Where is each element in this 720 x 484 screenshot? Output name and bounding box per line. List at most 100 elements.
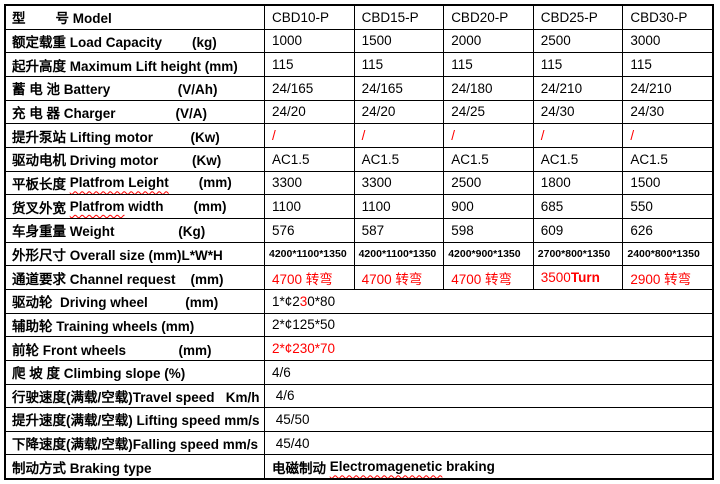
text-segment: 24/165 — [272, 80, 314, 96]
text-segment: AC1.5 — [451, 151, 489, 167]
text-segment: 充 电 器 Charger (V/A) — [12, 105, 208, 121]
spec-value-overall-size-col0: 4200*1100*1350 — [265, 242, 355, 266]
spec-value-battery-col4: 24/210 — [623, 77, 712, 100]
spec-value-model-col2: CBD20-P — [444, 6, 534, 29]
spec-value-driving-wheel-col0: 1*¢2 3 0*80 — [265, 290, 712, 313]
text-segment: 598 — [451, 222, 474, 238]
text-segment: CBD10-P — [272, 9, 330, 25]
spec-value-weight-col2: 598 — [444, 218, 534, 242]
text-segment: width (mm) — [124, 199, 227, 215]
text-segment: 2*¢125*50 — [272, 317, 336, 333]
text-segment: 115 — [451, 57, 473, 73]
text-segment: 24/210 — [540, 80, 583, 96]
spec-value-driving-motor-col0: AC1.5 — [265, 147, 355, 171]
spec-value-channel-request-col1: 4700 转弯 — [355, 266, 445, 289]
text-segment: 2500 — [451, 175, 482, 191]
spec-value-charger-col0: 24/20 — [265, 100, 355, 124]
text-segment: 550 — [630, 199, 653, 215]
spec-value-lifting-motor-col2: / — [444, 124, 534, 147]
text-segment: 型 号 Model — [12, 11, 112, 27]
spec-value-platform-length-col2: 2500 — [444, 171, 534, 195]
spec-value-braking-type-col0: 电磁制动 Electromagenetic braking — [265, 455, 712, 478]
spec-value-front-wheels-col0: 2*¢230*70 — [265, 337, 712, 360]
spec-value-lifting-motor-col3: / — [534, 124, 624, 147]
text-segment: Turn — [570, 270, 600, 286]
table-row-load-capacity: 额定载重 Load Capacity (kg) 1000 1500 2000 2500 3… — [6, 29, 712, 54]
text-segment: 4700 转弯 — [451, 271, 512, 287]
text-segment: 609 — [540, 222, 564, 238]
spec-value-max-lift-height-col4: 115 — [623, 53, 712, 76]
row-label-falling-speed: 下降速度(满载/空载)Falling speed mm/s — [6, 431, 265, 455]
text-segment: 115 — [630, 57, 652, 73]
text-segment: 2000 — [451, 33, 482, 49]
spec-value-platform-width-col1: 1100 — [355, 195, 445, 218]
text-segment: 外形尺寸 Overall size (mm)L*W*H — [12, 247, 223, 263]
text-segment: 115 — [272, 57, 294, 73]
text-segment: 4200*1100*1350 — [269, 247, 347, 260]
table-row-training-wheels: 辅助轮 Training wheels (mm) 2*¢125*50 — [6, 313, 712, 338]
spec-value-driving-motor-col3: AC1.5 — [534, 147, 624, 171]
text-segment: Platfrom Leight — [69, 175, 169, 191]
row-label-driving-wheel: 驱动轮 Driving wheel (mm) — [6, 289, 265, 313]
spec-value-platform-width-col4: 550 — [623, 195, 712, 218]
spec-value-platform-width-col2: 900 — [444, 195, 534, 218]
table-row-weight: 车身重量 Weight (Kg) 576 587 598 609 626 — [6, 218, 712, 243]
text-segment: 2700*800*1350 — [537, 247, 611, 260]
spec-value-weight-col0: 576 — [265, 218, 355, 242]
spec-value-max-lift-height-col0: 115 — [265, 53, 355, 76]
text-segment: braking — [442, 459, 495, 475]
text-segment: 24/210 — [630, 80, 672, 96]
spec-value-overall-size-col3: 2700*800*1350 — [534, 242, 624, 266]
row-label-model: 型 号 Model — [6, 6, 265, 29]
text-segment: 1500 — [361, 33, 392, 49]
text-segment: 1100 — [272, 199, 302, 215]
spec-value-max-lift-height-col3: 115 — [534, 53, 624, 76]
table-row-max-lift-height: 起升高度 Maximum Lift height (mm) 115 115 115 11… — [6, 53, 712, 77]
spec-value-load-capacity-col4: 3000 — [623, 30, 712, 53]
spec-value-overall-size-col2: 4200*900*1350 — [444, 242, 534, 266]
spec-value-load-capacity-col1: 1500 — [355, 29, 445, 53]
text-segment: 576 — [272, 222, 295, 238]
spec-value-load-capacity-col0: 1000 — [265, 29, 355, 53]
spec-value-charger-col2: 24/25 — [444, 100, 534, 124]
text-segment: 45/50 — [272, 411, 310, 427]
text-segment: 45/40 — [272, 435, 310, 451]
text-segment: 额定载重 Load Capacity (kg) — [12, 34, 217, 50]
text-segment: 2900 转弯 — [630, 271, 692, 287]
text-segment: AC1.5 — [630, 151, 668, 167]
table-row-braking-type: 制动方式 Braking type 电磁制动 Electromagenetic b… — [6, 455, 712, 479]
row-label-weight: 车身重量 Weight (Kg) — [6, 218, 265, 242]
spec-value-lifting-motor-col4: / — [623, 124, 712, 147]
row-label-channel-request: 通道要求 Channel request (mm) — [6, 266, 265, 289]
spec-value-charger-col3: 24/30 — [534, 100, 624, 124]
table-row-model: 型 号 Model CBD10-P CBD15-P CBD20-P CBD25-P CBD… — [6, 6, 712, 30]
text-segment: 前轮 Front wheels (mm) — [12, 342, 212, 358]
table-row-falling-speed: 下降速度(满载/空载)Falling speed mm/s 45/40 — [6, 431, 712, 456]
table-row-travel-speed: 行驶速度(满载/空载)Travel speed Km/h 4/6 — [6, 384, 712, 409]
row-label-load-capacity: 额定载重 Load Capacity (kg) — [6, 29, 265, 53]
spec-value-model-col0: CBD10-P — [265, 6, 355, 29]
spec-value-overall-size-col4: 2400*800*1350 — [623, 243, 712, 266]
spec-value-battery-col1: 24/165 — [355, 76, 445, 100]
text-segment: 4700 转弯 — [361, 271, 423, 287]
table-row-climbing-slope: 爬 坡 度 Climbing slope (%) 4/6 — [6, 360, 712, 385]
table-row-battery: 蓄 电 池 Battery (V/Ah) 24/165 24/165 24/180 24… — [6, 76, 712, 101]
text-segment: AC1.5 — [272, 151, 310, 167]
spec-value-weight-col4: 626 — [623, 219, 712, 242]
spec-table: 型 号 Model CBD10-P CBD15-P CBD20-P CBD25-P CBD… — [4, 4, 714, 480]
text-segment: 0*80 — [307, 293, 336, 309]
table-row-front-wheels: 前轮 Front wheels (mm) 2*¢230*70 — [6, 337, 712, 361]
text-segment: 24/20 — [361, 104, 396, 120]
text-segment: 24/165 — [361, 80, 403, 96]
spec-value-battery-col3: 24/210 — [534, 76, 624, 100]
text-segment: 通道要求 Channel request (mm) — [12, 271, 224, 287]
text-segment: 685 — [540, 199, 564, 215]
text-segment: 1500 — [630, 175, 661, 191]
text-segment: 平板长度 — [12, 176, 70, 192]
text-segment: 4200*900*1350 — [448, 247, 521, 260]
row-label-lifting-motor: 提升泵站 Lifting motor (Kw) — [6, 124, 265, 147]
table-row-platform-length: 平板长度 Platfrom Leight (mm) 3300 3300 2500 180… — [6, 171, 712, 196]
text-segment: / — [540, 128, 545, 144]
spec-value-falling-speed-col0: 45/40 — [265, 432, 712, 455]
